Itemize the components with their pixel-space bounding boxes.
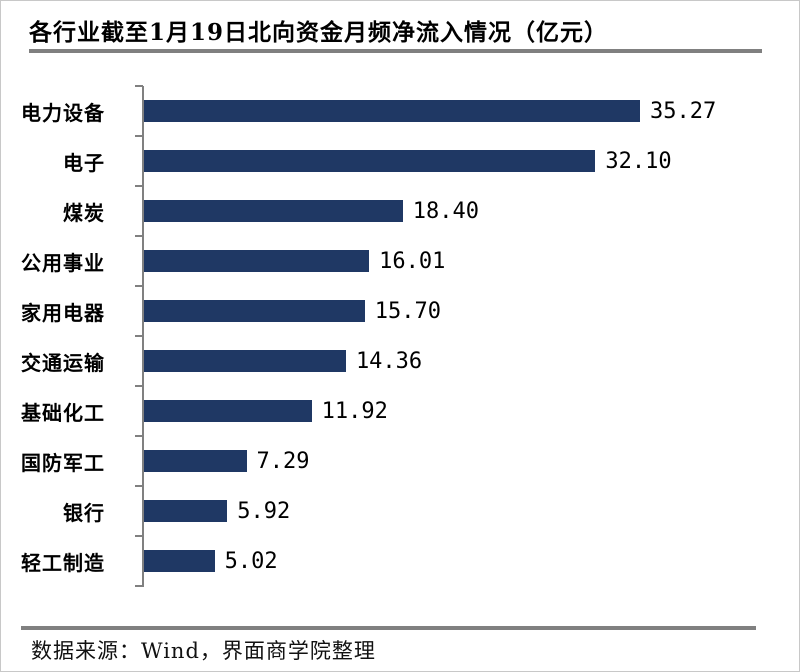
value-label: 18.40	[412, 198, 479, 224]
bar	[144, 450, 247, 472]
value-label: 15.70	[374, 298, 442, 324]
axis-tick	[135, 135, 143, 137]
axis-tick	[135, 435, 143, 437]
value-label: 7.29	[256, 448, 310, 474]
axis-tick	[135, 485, 143, 487]
bar	[144, 350, 346, 372]
value-label: 14.36	[355, 348, 423, 374]
bar-row: 电力设备 35.27	[1, 86, 799, 136]
axis-tick	[135, 385, 143, 387]
bar	[144, 250, 370, 272]
value-label: 16.01	[379, 248, 446, 274]
chart-title: 各行业截至1月19日北向资金月频净流入情况（亿元）	[29, 19, 609, 46]
bar-row: 银行 5.92	[1, 486, 799, 536]
category-label: 公用事业	[21, 250, 105, 275]
bar-row: 煤炭 18.40	[1, 186, 799, 236]
value-label: 35.27	[650, 98, 717, 124]
category-label: 基础化工	[21, 400, 105, 425]
axis-tick	[135, 85, 143, 87]
value-label: 5.02	[224, 548, 278, 574]
value-label: 11.92	[321, 398, 388, 424]
bar	[144, 400, 312, 422]
bar	[144, 150, 596, 172]
bar	[144, 300, 365, 322]
bar	[144, 500, 228, 522]
category-label: 电子	[63, 150, 105, 175]
value-label: 32.10	[605, 148, 672, 174]
bar	[144, 550, 215, 572]
bar-row: 国防军工 7.29	[1, 436, 799, 486]
category-label: 交通运输	[21, 350, 105, 375]
category-label: 轻工制造	[21, 550, 105, 575]
axis-tick	[135, 185, 143, 187]
bar-row: 基础化工 11.92	[1, 386, 799, 436]
axis-tick	[135, 285, 143, 287]
category-label: 家用电器	[21, 300, 105, 325]
y-axis-line	[142, 86, 144, 587]
bar-row: 轻工制造 5.02	[1, 536, 799, 586]
category-label: 电力设备	[21, 100, 105, 125]
bar-row: 公用事业 16.01	[1, 236, 799, 286]
category-label: 银行	[63, 500, 105, 525]
title-divider	[29, 49, 762, 53]
bar	[144, 100, 640, 122]
source-note: 数据来源：Wind，界面商学院整理	[31, 639, 376, 663]
category-label: 国防军工	[21, 450, 105, 475]
axis-tick	[135, 235, 143, 237]
axis-tick	[135, 335, 143, 337]
bar-row: 交通运输 14.36	[1, 336, 799, 386]
category-label: 煤炭	[63, 200, 105, 225]
value-label: 5.92	[237, 498, 291, 524]
axis-tick	[135, 585, 143, 587]
bar-row: 电子 32.10	[1, 136, 799, 186]
bar	[144, 200, 403, 222]
axis-tick	[135, 535, 143, 537]
bar-row: 家用电器 15.70	[1, 286, 799, 336]
footer-divider	[21, 626, 756, 630]
